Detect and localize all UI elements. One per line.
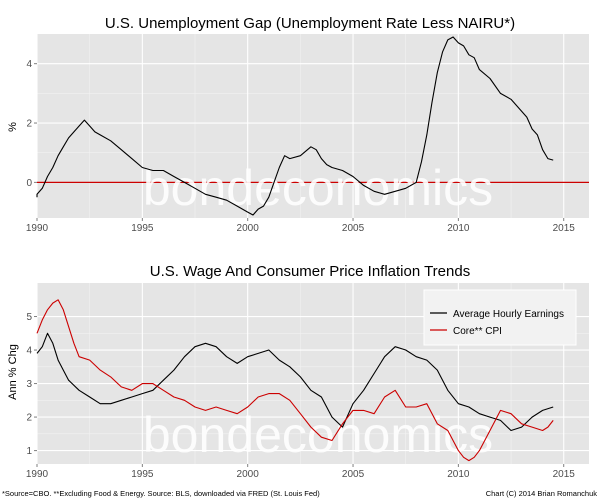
- chart-1-title: U.S. Unemployment Gap (Unemployment Rate…: [105, 15, 515, 32]
- watermark-2: bondeconomics: [143, 407, 493, 463]
- y-tick-label: 1: [26, 446, 32, 457]
- chart-2-x-axis: 1990 1995 2000 2005 2010 2015: [26, 464, 575, 480]
- chart-1-series-group: [36, 36, 554, 216]
- chart-2-legend: Average Hourly Earnings Core** CPI: [423, 289, 577, 346]
- chart-1-x-axis: 1990 1995 2000 2005 2010 2015: [26, 218, 575, 234]
- y-tick-label: 2: [26, 413, 32, 424]
- x-tick-label: 2000: [237, 469, 260, 480]
- x-tick-label: 2015: [553, 469, 576, 480]
- legend-box: [423, 289, 577, 346]
- chart-2-series-group: [36, 299, 554, 462]
- x-tick-label: 2005: [342, 469, 365, 480]
- x-tick-label: 1990: [26, 223, 49, 234]
- x-tick-label: 1990: [26, 469, 49, 480]
- x-tick-label: 2015: [553, 223, 576, 234]
- y-tick-label: 4: [26, 59, 32, 70]
- x-tick-label: 2010: [447, 223, 470, 234]
- series-line-core-cpi: [36, 299, 554, 462]
- y-tick-label: 4: [26, 346, 32, 357]
- watermark-1: bondeconomics: [143, 160, 493, 216]
- series-line-average-hourly-earnings: [36, 332, 554, 432]
- chart-1-y-axis-label: %: [7, 122, 19, 132]
- chart-2-title: U.S. Wage And Consumer Price Inflation T…: [150, 263, 470, 280]
- x-tick-label: 2010: [447, 469, 470, 480]
- chart-2-y-axis: 1 2 3 4 5: [26, 312, 37, 457]
- y-tick-label: 2: [26, 119, 32, 130]
- chart-2-y-axis-label: Ann % Chg: [7, 344, 19, 400]
- series-line-chart1-0: [36, 36, 554, 216]
- y-tick-label: 3: [26, 379, 32, 390]
- legend-label-ahe: Average Hourly Earnings: [453, 309, 564, 320]
- x-tick-label: 2000: [237, 223, 260, 234]
- footnote-source: *Source=CBO. **Excluding Food & Energy. …: [2, 489, 320, 498]
- x-tick-label: 1995: [131, 469, 154, 480]
- legend-label-cpi: Core** CPI: [453, 326, 502, 337]
- chart-1-plot-area: [37, 34, 589, 218]
- y-tick-label: 0: [26, 178, 32, 189]
- footnote-credit: Chart (C) 2014 Brian Romanchuk: [486, 489, 598, 498]
- x-tick-label: 1995: [131, 223, 154, 234]
- chart-1-y-axis: 0 2 4: [26, 59, 37, 189]
- y-tick-label: 5: [26, 312, 32, 323]
- x-tick-label: 2005: [342, 223, 365, 234]
